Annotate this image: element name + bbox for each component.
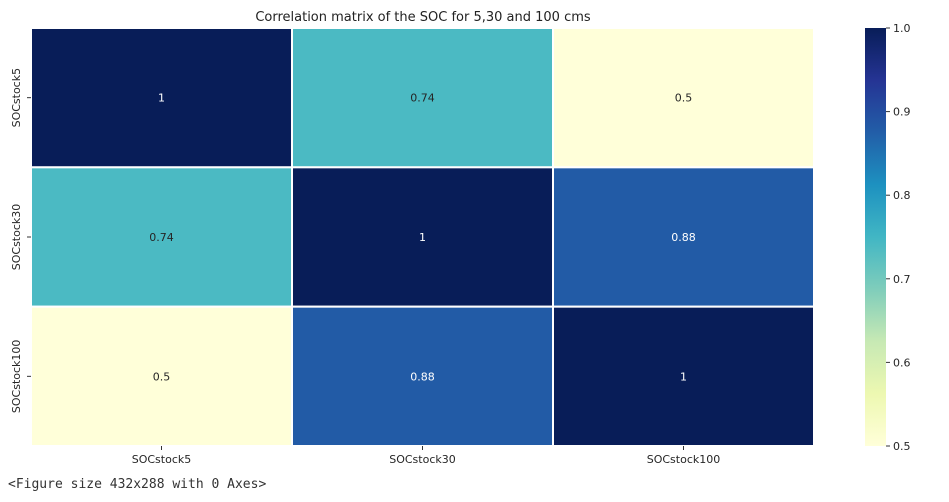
- cell-annotation-3-3: 1: [680, 370, 687, 383]
- figure-size-output: <Figure size 432x288 with 0 Axes>: [8, 477, 267, 492]
- colorbar-tick-label: 0.5: [893, 440, 911, 453]
- cell-annotation-1-3: 0.5: [675, 92, 693, 105]
- colorbar-tick-label: 0.6: [893, 356, 911, 369]
- colorbar-tick-label: 1.0: [893, 22, 911, 35]
- heatmap-cell-1-1: [30, 27, 293, 169]
- heatmap-chart: Correlation matrix of the SOC for 5,30 a…: [10, 10, 911, 466]
- colorbar-gradient: [865, 28, 886, 446]
- colorbar-tick-label: 0.7: [893, 273, 911, 286]
- heatmap-cells: [30, 27, 815, 447]
- heatmap-cell-1-2: [291, 27, 554, 169]
- cell-annotation-2-3: 0.88: [671, 231, 696, 244]
- cell-annotations: 1 0.74 0.5 0.74 1 0.88 0.5 0.88 1: [149, 92, 696, 384]
- colorbar-tick-label: 0.8: [893, 189, 911, 202]
- y-tick-label-socstock5: SOCstock5: [10, 68, 23, 128]
- cell-annotation-1-2: 0.74: [410, 92, 435, 105]
- colorbar: [865, 28, 886, 446]
- heatmap-cell-1-3: [552, 27, 815, 169]
- heatmap-cell-2-3: [552, 166, 815, 308]
- heatmap-cell-2-2: [291, 166, 554, 308]
- cell-annotation-2-1: 0.74: [149, 231, 174, 244]
- colorbar-ticks: 0.5 0.6 0.7 0.8 0.9 1.0: [886, 22, 911, 453]
- cell-annotation-1-1: 1: [158, 92, 165, 105]
- x-tick-label-socstock100: SOCstock100: [647, 453, 721, 466]
- x-axis-ticks: SOCstock5 SOCstock30 SOCstock100: [132, 446, 721, 466]
- cell-annotation-2-2: 1: [419, 231, 426, 244]
- colorbar-tick-label: 0.9: [893, 106, 911, 119]
- y-tick-label-socstock30: SOCstock30: [10, 204, 23, 271]
- cell-annotation-3-1: 0.5: [153, 370, 171, 383]
- heatmap-cell-3-2: [291, 305, 554, 447]
- heatmap-cell-2-1: [30, 166, 293, 308]
- y-axis-ticks: SOCstock5 SOCstock30 SOCstock100: [10, 68, 31, 413]
- x-tick-label-socstock30: SOCstock30: [389, 453, 456, 466]
- cell-annotation-3-2: 0.88: [410, 370, 435, 383]
- chart-title: Correlation matrix of the SOC for 5,30 a…: [255, 10, 591, 25]
- y-tick-label-socstock100: SOCstock100: [10, 340, 23, 414]
- x-tick-label-socstock5: SOCstock5: [132, 453, 192, 466]
